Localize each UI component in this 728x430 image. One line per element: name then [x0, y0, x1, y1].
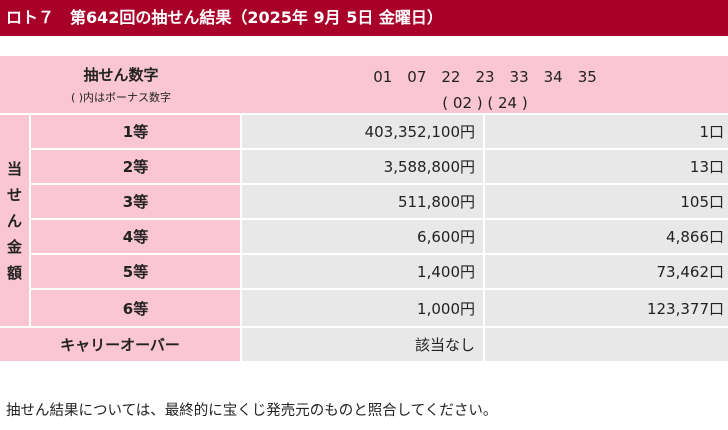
prize-rank: 2等	[31, 150, 240, 183]
winning-numbers-label: 抽せん数字	[83, 66, 159, 84]
prize-label-char: 当	[6, 159, 22, 178]
prize-rank: 4等	[31, 220, 240, 253]
winning-numbers-row: 抽せん数字 ( )内はボーナス数字 01 07 22 23 33 34 35 (…	[0, 56, 728, 113]
prize-label-char: ん	[6, 211, 22, 230]
prize-label-char: せ	[6, 185, 22, 204]
prize-amount: 1,000円	[242, 290, 483, 326]
winner-count: 4,866口	[485, 220, 728, 253]
winner-count: 123,377口	[485, 290, 728, 326]
prize-rank: 5等	[31, 255, 240, 288]
prize-amount-label: 当 せ ん 金 額	[0, 115, 29, 326]
prize-amount: 1,400円	[242, 255, 483, 288]
prize-amount: 6,600円	[242, 220, 483, 253]
carryover-label: キャリーオーバー	[0, 328, 240, 361]
prize-amount: 3,588,800円	[242, 150, 483, 183]
bonus-numbers: ( 02 ) ( 24 )	[442, 94, 528, 112]
prize-amount: 511,800円	[242, 185, 483, 218]
prize-rank: 3等	[31, 185, 240, 218]
main-numbers: 01 07 22 23 33 34 35	[373, 68, 597, 86]
prize-label-char: 額	[6, 263, 22, 282]
winner-count: 73,462口	[485, 255, 728, 288]
prize-rank: 1等	[31, 115, 240, 148]
prize-rank: 6等	[31, 290, 240, 326]
winner-count: 13口	[485, 150, 728, 183]
prize-amount: 403,352,100円	[242, 115, 483, 148]
bonus-note: ( )内はボーナス数字	[70, 91, 172, 104]
page-title: ロト７ 第642回の抽せん結果（2025年 9月 5日 金曜日）	[0, 0, 728, 36]
prize-label-char: 金	[6, 237, 22, 256]
winner-count: 105口	[485, 185, 728, 218]
winner-count: 1口	[485, 115, 728, 148]
disclaimer-note: 抽せん結果については、最終的に宝くじ発売元のものと照合してください。	[6, 403, 498, 419]
carryover-value: 該当なし	[242, 328, 483, 361]
carryover-empty-cell	[485, 328, 728, 361]
